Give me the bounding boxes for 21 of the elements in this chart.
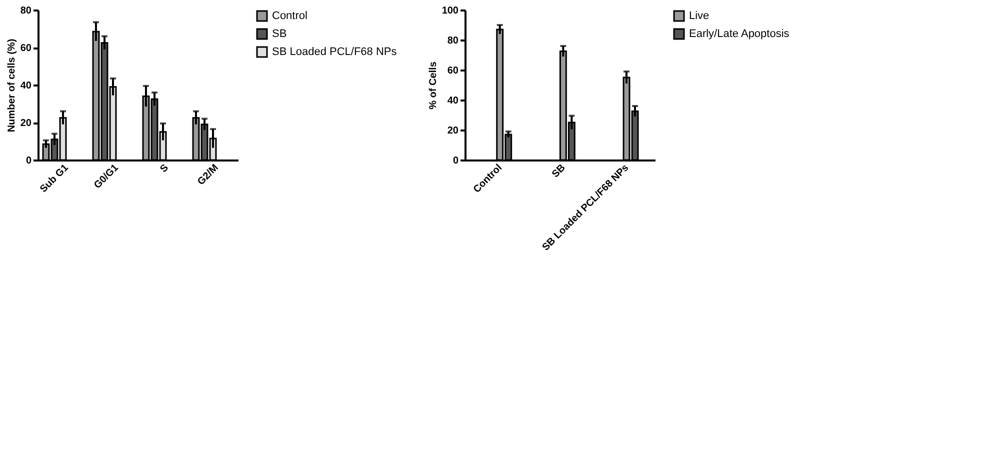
legend-label: Live bbox=[689, 10, 710, 22]
x-tick-label: S bbox=[158, 162, 172, 175]
legend-label: Early/Late Apoptosis bbox=[689, 28, 790, 40]
y-tick-label: 0 bbox=[452, 156, 459, 166]
legend-label: SB bbox=[272, 28, 287, 40]
y-tick-label: 0 bbox=[26, 156, 32, 166]
y-tick-label: 20 bbox=[20, 118, 32, 129]
y-tick-label: 60 bbox=[20, 43, 32, 54]
y-tick-label: 100 bbox=[442, 6, 459, 16]
y-tick-label: 80 bbox=[447, 36, 459, 46]
legend-label: Control bbox=[272, 10, 308, 22]
y-tick-label: 40 bbox=[447, 96, 459, 106]
y-tick-label: 40 bbox=[20, 80, 32, 92]
y-tick-label: 20 bbox=[447, 126, 459, 136]
y-axis-title: Number of cells (%) bbox=[6, 38, 18, 132]
y-axis-title: % of Cells bbox=[428, 61, 439, 110]
x-tick-label: SB bbox=[550, 162, 568, 180]
y-tick-label: 60 bbox=[447, 66, 459, 76]
y-tick-label: 80 bbox=[20, 6, 32, 16]
legend-label: SB Loaded PCL/F68 NPs bbox=[272, 46, 398, 58]
x-tick-label: Sub G1 bbox=[38, 162, 72, 196]
